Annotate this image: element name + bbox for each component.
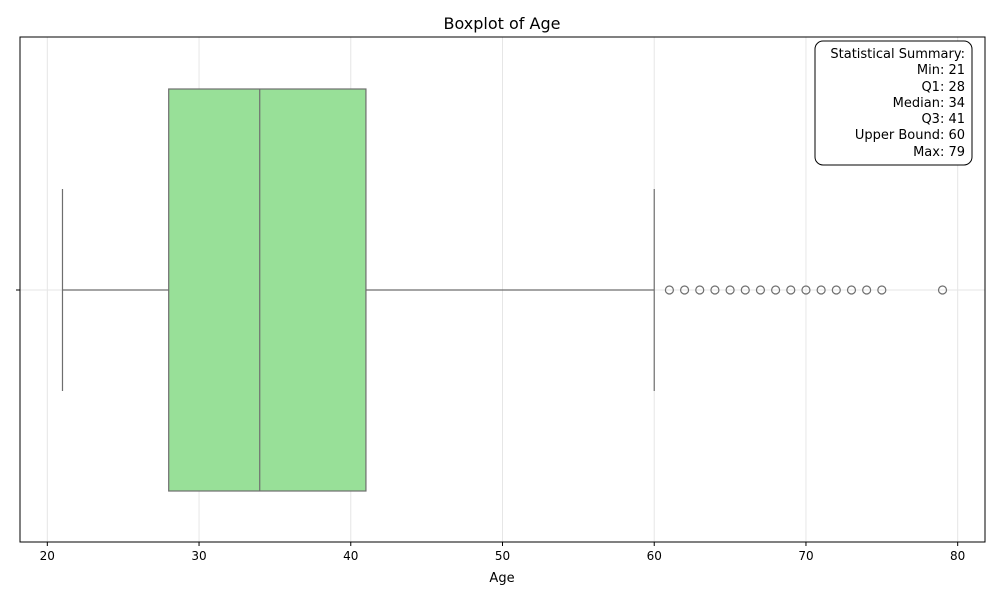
iqr-box [168, 88, 367, 492]
outlier-point [679, 285, 690, 295]
summary-line-median: Median: 34 [893, 96, 965, 111]
outlier-point [816, 285, 826, 295]
chart-title: Boxplot of Age [444, 14, 561, 33]
outlier-point [725, 285, 735, 295]
summary-line-max: Max: 79 [913, 145, 965, 160]
x-tick-label: 60 [647, 549, 662, 563]
outlier-point [831, 285, 841, 295]
outlier-point [937, 285, 948, 295]
summary-line-q1: Q1: 28 [921, 80, 965, 95]
outlier-point [786, 285, 796, 295]
summary-line-title: Statistical Summary: [830, 47, 965, 62]
statistical-summary-box: Statistical Summary: Min: 21 Q1: 28 Medi… [814, 40, 973, 166]
outlier-point [755, 285, 766, 295]
x-tick-label: 20 [40, 549, 55, 563]
x-tick-label: 70 [798, 549, 813, 563]
x-axis-label: Age [489, 571, 514, 586]
outlier-point [801, 285, 811, 295]
summary-line-min: Min: 21 [917, 63, 965, 78]
summary-line-upper-bound: Upper Bound: 60 [855, 128, 965, 143]
x-tick-label: 50 [495, 549, 510, 563]
outlier-point [710, 285, 720, 295]
outlier-point [846, 285, 857, 295]
outlier-point [740, 285, 750, 295]
summary-box-frame [814, 40, 973, 166]
outlier-point [771, 285, 781, 295]
x-tick-label: 80 [950, 549, 965, 563]
box-layer [61, 88, 948, 492]
summary-line-q3: Q3: 41 [921, 112, 965, 127]
outlier-point [664, 285, 675, 295]
x-axis-ticks: 20 30 40 50 60 70 80 [16, 289, 965, 563]
outlier-point [862, 285, 872, 295]
outlier-point [695, 285, 705, 295]
x-tick-label: 40 [343, 549, 358, 563]
outlier-point [877, 285, 887, 295]
x-tick-label: 30 [191, 549, 206, 563]
